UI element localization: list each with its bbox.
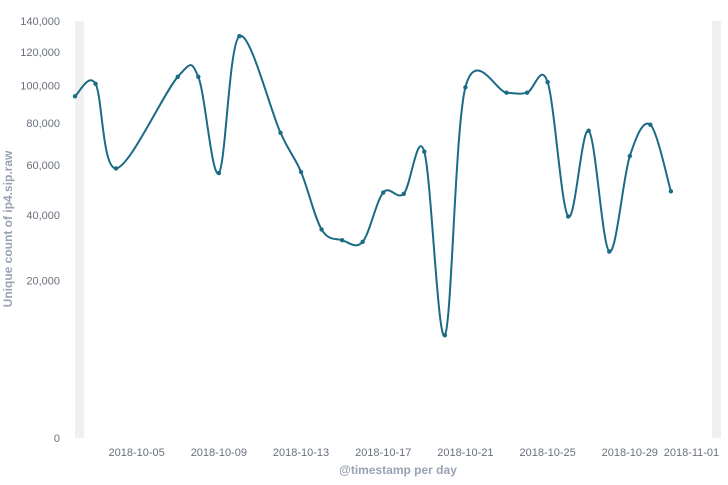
data-point[interactable]	[586, 128, 591, 133]
x-axis-ticks: 2018-10-05 2018-10-09 2018-10-13 2018-10-17…	[109, 447, 720, 459]
data-point[interactable]	[113, 166, 119, 171]
data-point[interactable]	[401, 191, 406, 197]
data-point[interactable]	[278, 130, 283, 135]
data-point[interactable]	[237, 33, 242, 39]
y-axis-ticks: 0 20,000 40,000 60,000 80,000 100,000 120,000 1…	[20, 16, 60, 445]
data-point[interactable]	[381, 190, 386, 195]
data-point[interactable]	[545, 79, 550, 85]
data-point[interactable]	[422, 149, 427, 154]
data-point[interactable]	[648, 122, 653, 127]
data-point[interactable]	[565, 214, 571, 219]
plot-edge-left	[75, 21, 84, 438]
data-point[interactable]	[360, 239, 365, 244]
y-tick-label: 120,000	[20, 47, 60, 59]
x-tick-label: 2018-11-01	[664, 447, 719, 459]
x-tick-label: 2018-10-25	[519, 447, 575, 459]
y-tick-label: 20,000	[26, 275, 60, 287]
x-tick-label: 2018-10-13	[273, 447, 329, 459]
data-point[interactable]	[627, 153, 633, 159]
data-point[interactable]	[298, 169, 304, 175]
x-tick-label: 2018-10-05	[109, 447, 165, 459]
x-tick-label: 2018-10-09	[191, 447, 247, 459]
data-point[interactable]	[216, 170, 222, 176]
data-point[interactable]	[93, 81, 98, 87]
y-tick-label: 0	[54, 433, 60, 445]
data-point[interactable]	[319, 227, 324, 232]
x-tick-label: 2018-10-21	[437, 447, 493, 459]
y-tick-label: 40,000	[26, 210, 60, 222]
y-tick-label: 140,000	[20, 16, 60, 28]
data-point[interactable]	[463, 85, 468, 90]
y-tick-label: 100,000	[20, 81, 60, 93]
data-point[interactable]	[442, 333, 448, 338]
x-tick-label: 2018-10-17	[355, 447, 411, 459]
x-axis-title: @timestamp per day	[339, 463, 457, 477]
y-axis-title: Unique count of ip4.sip.raw	[1, 150, 15, 307]
data-point[interactable]	[72, 94, 78, 99]
data-point[interactable]	[339, 237, 345, 243]
y-tick-label: 60,000	[26, 160, 60, 172]
data-point[interactable]	[196, 74, 201, 80]
data-point[interactable]	[504, 90, 509, 95]
data-point[interactable]	[668, 189, 674, 194]
y-tick-label: 80,000	[26, 118, 60, 130]
x-tick-label: 2018-10-29	[602, 447, 658, 459]
series-points	[72, 33, 674, 338]
series-line	[74, 35, 672, 337]
data-point[interactable]	[175, 74, 180, 80]
data-point[interactable]	[524, 90, 530, 95]
plot-edge-right	[712, 21, 721, 438]
data-point[interactable]	[607, 249, 612, 254]
